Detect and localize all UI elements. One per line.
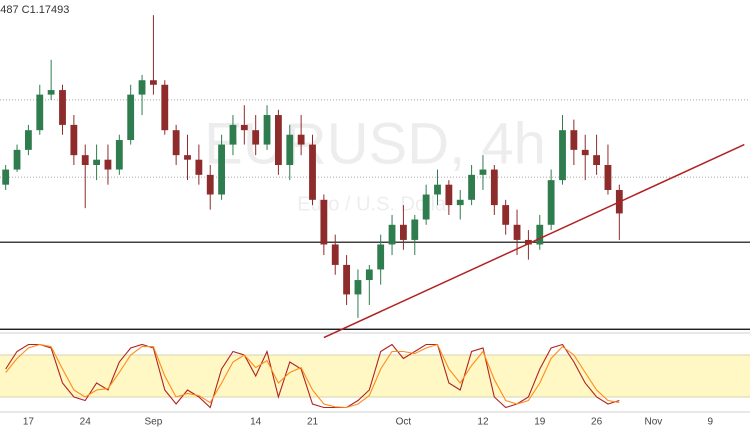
candle-body [502,205,510,225]
candle-body [93,159,100,165]
candle-body [536,224,544,245]
x-tick-label: 9 [707,417,713,428]
candle-body [320,199,328,245]
candle-body [229,124,237,145]
candle-body [570,130,578,150]
candle-body [161,84,169,131]
x-tick-label: Nov [645,417,663,428]
candle-body [127,94,135,141]
candle-body [547,180,555,225]
trend-line [323,143,745,339]
candle-body [47,90,55,95]
candle-body [138,80,146,95]
candle-body [445,184,453,206]
candle-body [343,264,350,295]
candle-body [25,130,32,150]
candle-body [559,130,566,181]
candle-body [172,130,180,156]
candle-body [2,169,10,185]
candle-body [581,149,589,156]
candle-body [468,174,475,200]
candle-body [263,115,271,145]
candle-body [240,124,248,131]
x-tick-label: 14 [250,417,262,428]
candle-body [70,124,78,156]
candle-body [195,159,203,175]
x-tick-label: 17 [23,417,35,428]
x-tick-label: 26 [591,417,603,428]
x-tick-label: 12 [477,417,489,428]
watermark-subtitle: Euro / U.S. Dollar [297,193,453,215]
candle-body [490,169,498,206]
candle-body [104,159,112,170]
candle-body [377,244,385,270]
stoch-line [5,343,620,409]
candle-body [115,140,123,170]
x-tick-label: 24 [80,417,92,428]
candle-body [150,80,157,85]
candle-body [275,115,282,165]
candle-body [456,199,464,206]
x-tick-label: Sep [145,417,163,428]
price-header: 17487 C1.17493 [0,4,69,16]
candle-body [422,194,430,220]
candle-body [593,155,600,165]
candle-body [286,134,294,165]
x-tick-label: Oct [396,417,412,428]
candle-body [206,174,214,195]
candle-body [81,155,89,165]
candle-body [434,184,441,195]
candle-body [400,224,407,240]
candle-body [218,144,225,195]
candle-body [411,219,419,240]
candle-body [525,239,532,245]
candle-body [36,94,44,131]
candle-body [59,90,66,125]
watermark: EURUSD, 4h [204,111,546,176]
candle-body [252,130,260,145]
candle-body [354,280,362,295]
x-tick-label: 19 [534,417,546,428]
candle-body [479,169,487,175]
candle-body [388,224,396,245]
candle-body [365,269,373,281]
candle-body [297,134,305,145]
x-tick-label: 21 [307,417,319,428]
candle-body [331,244,339,265]
candle-body [513,224,521,240]
band [0,355,750,397]
candle-body [309,144,316,200]
candle-body [604,165,612,190]
candle-body [13,149,21,170]
candle-body [184,155,191,160]
